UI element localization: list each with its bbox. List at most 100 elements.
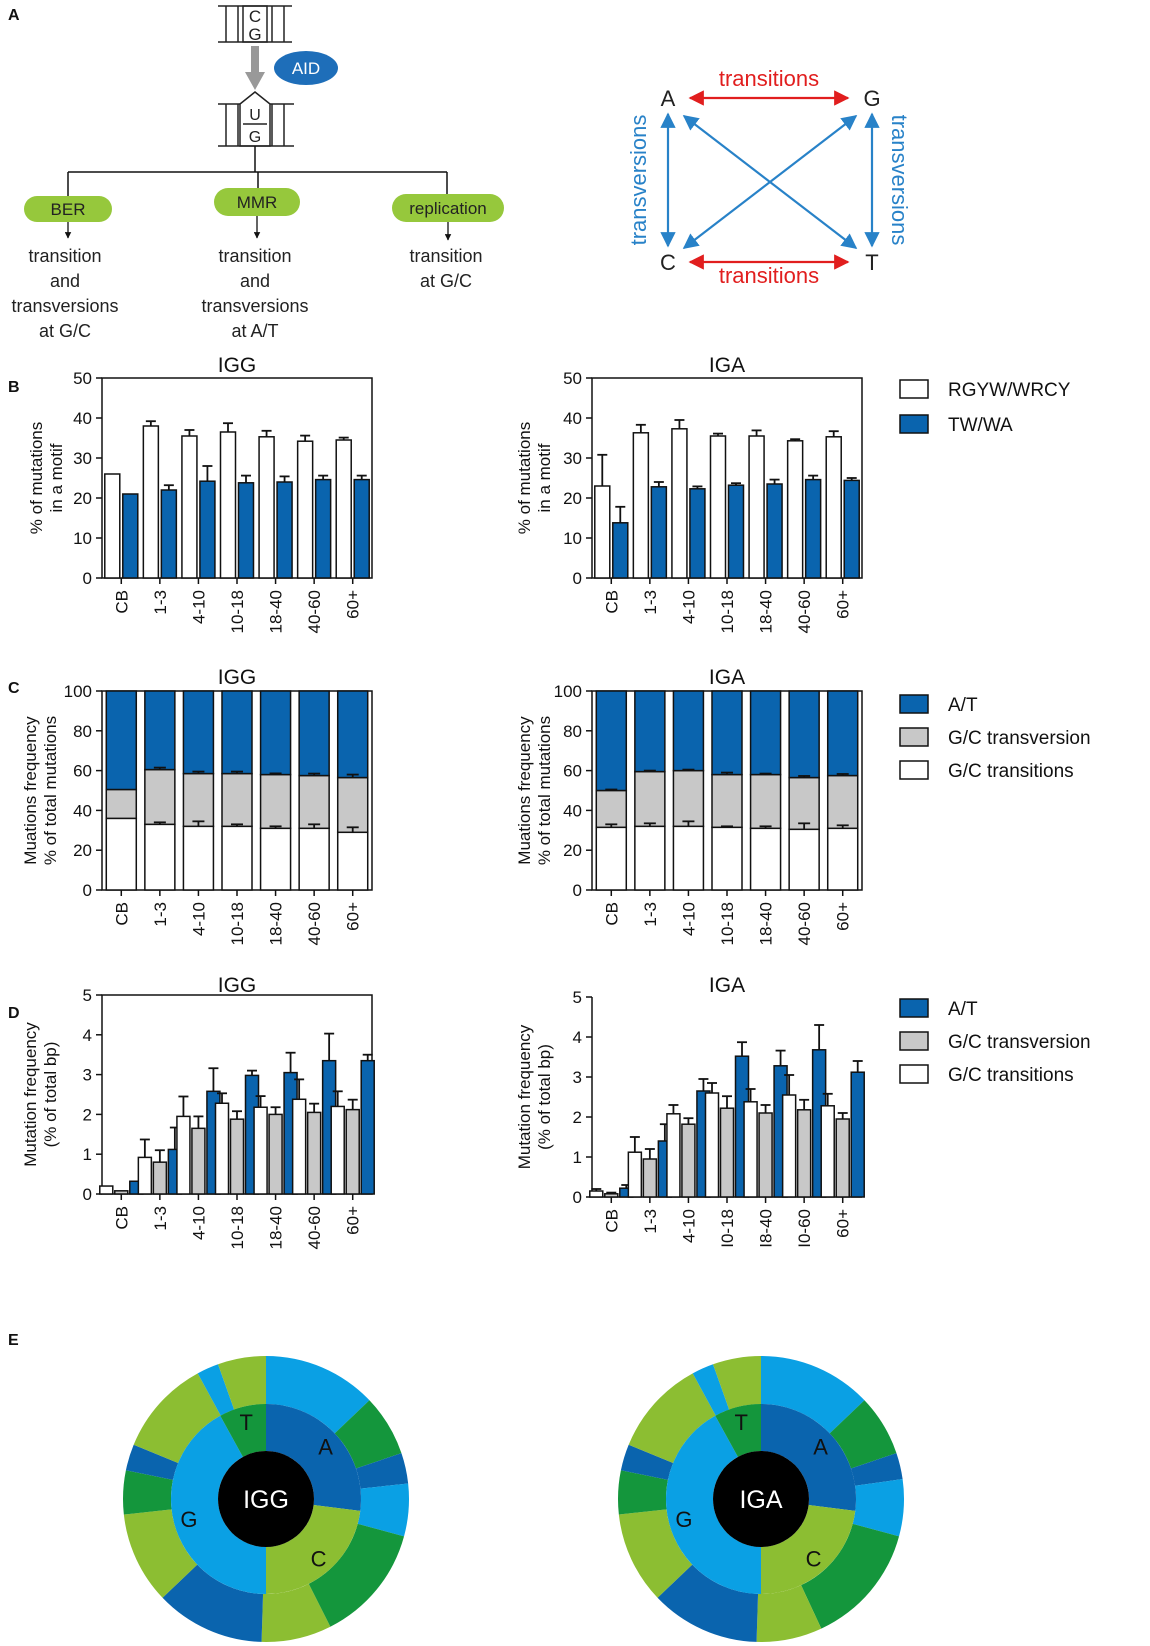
c-iga-y-tick-label: 0 [573, 881, 582, 900]
c-igg-x-tick-label: 10-18 [228, 902, 247, 945]
c-iga-x-tick-label: 4-10 [679, 902, 698, 936]
b-iga-y-tick-label: 20 [563, 489, 582, 508]
e-iga-outer-slice [829, 1400, 897, 1469]
e-iga-inner-slice-t [715, 1404, 761, 1457]
d-iga-title: IGA [709, 974, 745, 997]
b-iga-x-tick-label: 40-60 [795, 590, 814, 633]
c-iga-segment-g-c-transitions [749, 827, 782, 891]
e-iga-outer-slice [628, 1373, 716, 1463]
b-igg-title: IGG [218, 354, 257, 377]
e-igg-inner-label: C [311, 1547, 327, 1572]
c-iga-segment-g-c-transitions [826, 827, 859, 891]
b-iga-bar-rgyw-wrcy [786, 440, 804, 579]
c-iga-segment-g-c-transversion [711, 773, 743, 829]
d-igg-bar-g-c-transitions [99, 1185, 114, 1195]
chart-e-igg: A C G T IGG [123, 1356, 409, 1642]
pathway-replication: replication transition at G/C [392, 194, 504, 291]
b-igg-bar-rgyw-wrcy [258, 436, 275, 579]
mmr-outcome-1: transition [218, 246, 291, 266]
e-igg-outer-slice [125, 1444, 179, 1480]
e-iga-inner-slice-c [761, 1505, 856, 1594]
b-iga-bar-tw-wa [612, 522, 629, 579]
legend-b-swatch [899, 379, 929, 399]
legend-d-swatch [899, 1064, 929, 1084]
b-iga-bar-tw-wa [804, 478, 822, 579]
d-igg-bar-g-c-transversion [345, 1108, 360, 1195]
d-iga-y-tick-label: 3 [573, 1068, 582, 1087]
b-iga-bar-tw-wa [650, 486, 668, 579]
b-igg-y-tick-label: 40 [73, 409, 92, 428]
b-iga-plot-frame [591, 377, 863, 579]
chart-d-iga: 0 1 2 3 4 5 IGA Mutation frequency (% of total b… [515, 974, 865, 1248]
c-iga-x-tick-label: 1-3 [641, 902, 660, 927]
d-igg-x-tick-label: CB [112, 1206, 131, 1230]
d-igg-y-label-2: (% of total bp) [41, 1042, 60, 1148]
e-igg-outer-slice [197, 1364, 235, 1416]
c-igg-x-tick-label: 18-40 [267, 902, 286, 945]
c-igg-segment-a-t [298, 690, 330, 777]
d-igg-bar-g-c-transitions [291, 1098, 307, 1195]
b-igg-bar-tw-wa [276, 481, 293, 579]
c-iga-x-tick-label: 60+ [834, 902, 853, 931]
e-iga-outer-slice [657, 1564, 759, 1642]
chart-d-igg: 0 1 2 3 4 5 IGG Mutation frequency (% of total b… [21, 974, 375, 1249]
c-iga-segment-a-t [788, 690, 820, 779]
c-igg-segment-g-c-transitions [298, 827, 330, 891]
b-iga-y-tick-label: 50 [563, 369, 582, 388]
e-igg-inner-slice-g [171, 1415, 266, 1594]
chart-c-iga: 0 20 40 60 80 100 IGA Muations frequency% of to… [515, 666, 863, 945]
b-igg-x-tick-label: CB [112, 590, 131, 614]
replication-outcome-1: transition [409, 246, 482, 266]
b-iga-x-tick-label: CB [602, 590, 621, 614]
b-igg-x-tick-label: 10-18 [228, 590, 247, 633]
e-iga-outer-slice [756, 1585, 822, 1642]
b-igg-bar-tw-wa [237, 482, 255, 579]
d-igg-y-tick-label: 5 [83, 986, 92, 1005]
d-iga-x-tick-label: I0-18 [718, 1209, 737, 1248]
c-igg-segment-g-c-transversion [259, 773, 292, 830]
chart-b-igg: 0 10 20 30 40 50 IGG % of mutations in a motif CB… [27, 354, 373, 633]
c-iga-y-label-2: % of total mutations [535, 716, 554, 865]
grey-down-arrow [245, 46, 265, 90]
b-iga-x-tick-label: 4-10 [679, 590, 698, 624]
c-igg-x-tick-label: 40-60 [305, 902, 324, 945]
b-iga-y-tick-label: 0 [573, 569, 582, 588]
d-igg-bar-g-c-transversion [306, 1111, 322, 1195]
d-igg-x-tick-label: 40-60 [305, 1206, 324, 1249]
d-igg-x-tick-label: 60+ [344, 1206, 363, 1235]
d-iga-bar-g-c-transversion [681, 1123, 696, 1198]
c-igg-segment-g-c-transversion [105, 788, 138, 820]
d-igg-y-tick-label: 1 [83, 1145, 92, 1164]
c-iga-segment-g-c-transversion [826, 774, 859, 830]
c-iga-segment-g-c-transitions [595, 826, 628, 891]
c-iga-segment-a-t [634, 690, 666, 773]
e-igg-center-hole [218, 1451, 314, 1547]
b-igg-y-tick-label: 30 [73, 449, 92, 468]
b-iga-title: IGA [709, 354, 745, 377]
e-iga-outer-slice [618, 1509, 693, 1598]
e-igg-outer-slice [357, 1483, 409, 1537]
b-igg-y-label-1: % of mutations [27, 422, 46, 534]
d-iga-x-tick-label: 60+ [834, 1209, 853, 1238]
b-iga-bar-rgyw-wrcy [632, 432, 650, 579]
d-igg-bar-g-c-transversion [229, 1118, 245, 1195]
e-iga-inner-label: A [813, 1434, 828, 1459]
b-iga-bar-rgyw-wrcy [748, 435, 765, 579]
e-iga-inner-slice-a [761, 1404, 856, 1511]
replication-label: replication [409, 199, 487, 218]
base-u: U [249, 107, 261, 124]
d-igg-x-tick-label: 10-18 [228, 1206, 247, 1249]
replication-outcome-2: at G/C [420, 271, 472, 291]
panel-label-a: A [8, 7, 20, 24]
c-iga-segment-a-t [826, 690, 859, 777]
d-iga-bar-g-c-transitions [589, 1190, 604, 1198]
legend-c-swatch [899, 694, 929, 714]
legend-d-swatch [899, 1031, 929, 1051]
base-t: T [865, 250, 878, 275]
d-iga-bar-g-c-transitions [627, 1151, 643, 1198]
base-c-top: C [249, 7, 261, 26]
c-iga-segment-a-t [595, 690, 628, 792]
d-iga-bar-g-c-transversion [758, 1112, 773, 1198]
d-iga-y-tick-label: 4 [573, 1028, 582, 1047]
